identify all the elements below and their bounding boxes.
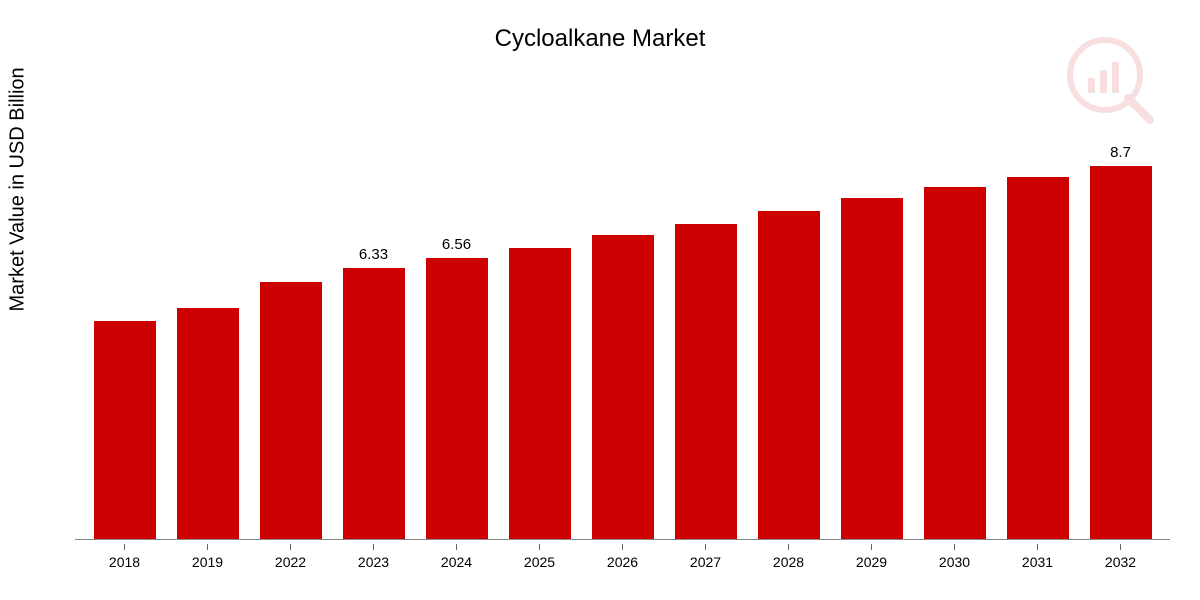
x-tick-label: 2024	[441, 554, 472, 570]
x-tick-mark	[1120, 544, 1121, 550]
x-tick-mark	[705, 544, 706, 550]
x-tick-mark	[373, 544, 374, 550]
bar-group	[747, 211, 830, 540]
bar-group	[498, 248, 581, 540]
x-tick: 2025	[498, 544, 581, 570]
x-tick-mark	[954, 544, 955, 550]
x-tick-mark	[539, 544, 540, 550]
x-tick-label: 2019	[192, 554, 223, 570]
x-tick-label: 2030	[939, 554, 970, 570]
x-tick: 2029	[830, 544, 913, 570]
x-tick-label: 2023	[358, 554, 389, 570]
x-tick-label: 2028	[773, 554, 804, 570]
x-axis-line	[75, 539, 1170, 540]
y-axis-label: Market Value in USD Billion	[7, 67, 30, 311]
x-tick-label: 2018	[109, 554, 140, 570]
bar	[94, 321, 156, 540]
x-tick: 2022	[249, 544, 332, 570]
chart-title: Cycloalkane Market	[0, 0, 1200, 53]
bar	[1090, 166, 1152, 540]
x-tick: 2024	[415, 544, 498, 570]
x-tick-label: 2022	[275, 554, 306, 570]
x-tick: 2030	[913, 544, 996, 570]
x-tick-mark	[456, 544, 457, 550]
bar	[509, 248, 571, 540]
bar	[1007, 177, 1069, 540]
bars-container: 6.336.568.7	[75, 110, 1170, 540]
bar-group	[249, 282, 332, 540]
bar	[675, 224, 737, 540]
bar-group	[913, 187, 996, 540]
bar-group	[664, 224, 747, 540]
bar	[924, 187, 986, 540]
x-tick: 2019	[166, 544, 249, 570]
x-tick: 2027	[664, 544, 747, 570]
x-tick-mark	[124, 544, 125, 550]
x-tick-mark	[1037, 544, 1038, 550]
bar	[758, 211, 820, 540]
x-tick-label: 2025	[524, 554, 555, 570]
x-tick-label: 2029	[856, 554, 887, 570]
x-tick-mark	[290, 544, 291, 550]
bar-value-label: 8.7	[1110, 144, 1131, 161]
bar	[426, 258, 488, 540]
x-tick: 2018	[83, 544, 166, 570]
bar-group: 6.33	[332, 268, 415, 540]
x-tick-label: 2027	[690, 554, 721, 570]
x-tick-mark	[788, 544, 789, 550]
bar-group	[830, 198, 913, 540]
chart-plot-area: 6.336.568.7	[75, 110, 1170, 540]
x-tick-label: 2031	[1022, 554, 1053, 570]
x-tick-label: 2026	[607, 554, 638, 570]
bar	[343, 268, 405, 540]
bar-group: 6.56	[415, 258, 498, 540]
bar-value-label: 6.33	[359, 246, 388, 263]
bar	[841, 198, 903, 540]
x-tick-mark	[207, 544, 208, 550]
x-axis: 2018 2019 2022 2023 2024 2025 2026 2027 2028 2029…	[75, 544, 1170, 570]
x-tick-label: 2032	[1105, 554, 1136, 570]
bar-group	[83, 321, 166, 540]
x-tick: 2023	[332, 544, 415, 570]
x-tick-mark	[871, 544, 872, 550]
x-tick-mark	[622, 544, 623, 550]
bar	[592, 235, 654, 540]
x-tick: 2032	[1079, 544, 1162, 570]
bar	[260, 282, 322, 540]
bar	[177, 308, 239, 540]
x-tick: 2031	[996, 544, 1079, 570]
x-tick: 2026	[581, 544, 664, 570]
bar-group: 8.7	[1079, 166, 1162, 540]
bar-group	[581, 235, 664, 540]
bar-group	[166, 308, 249, 540]
bar-value-label: 6.56	[442, 236, 471, 253]
bar-group	[996, 177, 1079, 540]
x-tick: 2028	[747, 544, 830, 570]
